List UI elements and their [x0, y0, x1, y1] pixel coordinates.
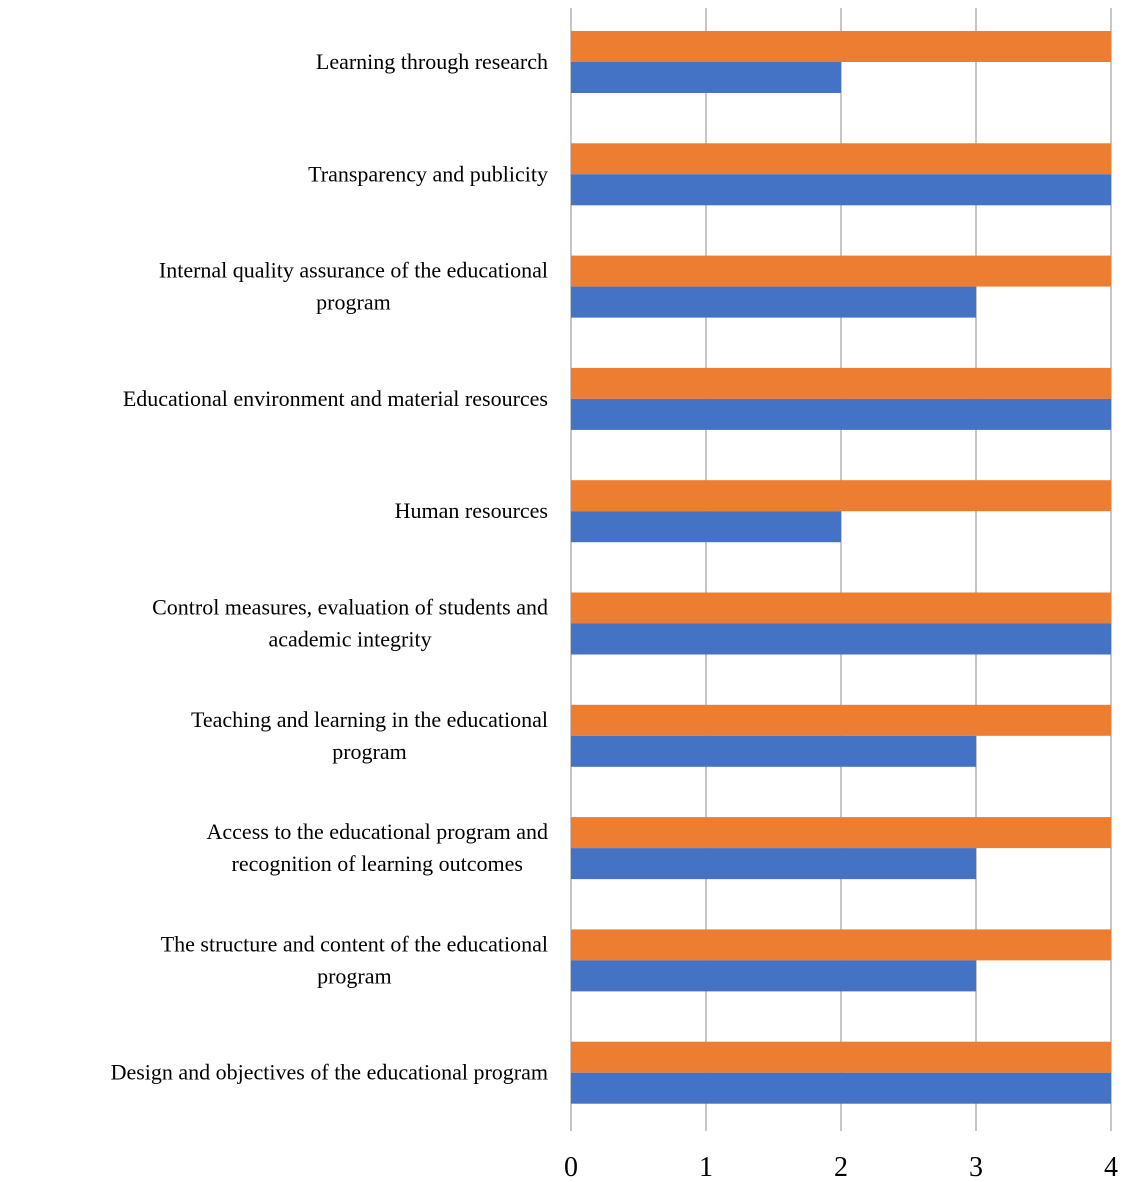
category-label-9-line-1: The structure and content of the educati…	[161, 931, 548, 956]
bar-series1-cat5	[571, 480, 1111, 512]
bar-series2-cat8	[571, 848, 976, 880]
x-tick-label-4: 4	[1104, 1152, 1118, 1182]
category-label-4-line-1: Educational environment and material res…	[123, 386, 548, 411]
category-label-3-line-1: Internal quality assurance of the educat…	[159, 258, 548, 283]
category-label-9-line-2: program	[317, 963, 392, 988]
bars	[571, 31, 1111, 1104]
bar-series1-cat10	[571, 1041, 1111, 1073]
category-label-7-line-2: program	[332, 739, 407, 764]
x-axis-tick-labels: 0 1 2 3 4	[564, 1152, 1118, 1182]
bar-series1-cat8	[571, 817, 1111, 849]
bar-series2-cat6	[571, 623, 1111, 655]
bar-series1-cat1	[571, 31, 1111, 62]
bar-series1-cat6	[571, 592, 1111, 624]
category-label-5-line-1: Human resources	[395, 498, 548, 523]
bar-series1-cat4	[571, 367, 1111, 399]
category-label-2-line-1: Transparency and publicity	[308, 161, 548, 186]
bar-series1-cat7	[571, 704, 1111, 736]
category-label-8-line-2: recognition of learning outcomes	[232, 851, 523, 876]
bar-series1-cat2	[571, 143, 1111, 175]
bar-series1-cat3	[571, 255, 1111, 287]
bar-series2-cat7	[571, 735, 976, 767]
x-tick-label-1: 1	[699, 1152, 713, 1182]
bar-series1-cat9	[571, 929, 1111, 961]
category-label-1-line-1: Learning through research	[316, 49, 548, 74]
category-label-6-line-1: Control measures, evaluation of students…	[152, 595, 548, 620]
category-label-3-line-2: program	[316, 290, 391, 315]
category-label-10-line-1: Design and objectives of the educational…	[111, 1060, 548, 1085]
x-tick-label-3: 3	[969, 1152, 983, 1182]
bar-series2-cat10	[571, 1072, 1111, 1104]
category-labels: Learning through research Transparency an…	[111, 49, 548, 1085]
bar-series2-cat5	[571, 511, 841, 543]
bar-series2-cat3	[571, 286, 976, 318]
x-tick-label-2: 2	[834, 1152, 848, 1182]
category-label-7-line-1: Teaching and learning in the educational	[191, 707, 548, 732]
category-label-8-line-1: Access to the educational program and	[207, 819, 548, 844]
bar-series2-cat9	[571, 960, 976, 992]
bar-series2-cat1	[571, 62, 841, 93]
bar-series2-cat4	[571, 398, 1111, 430]
bar-series2-cat2	[571, 174, 1111, 206]
category-label-6-line-2: academic integrity	[268, 627, 431, 652]
x-tick-label-0: 0	[564, 1152, 578, 1182]
